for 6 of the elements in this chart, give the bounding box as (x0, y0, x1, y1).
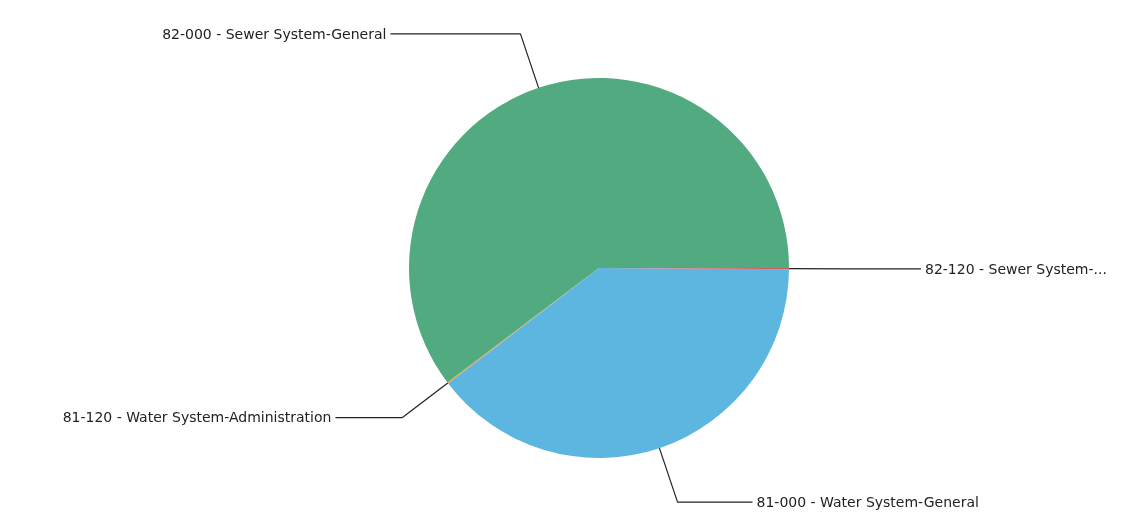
slice-label: 81-000 - Water System-General (756, 494, 979, 511)
slice-label: 82-120 - Sewer System-... (925, 260, 1107, 277)
pie-slice (448, 268, 789, 458)
slice-label: 82-000 - Sewer System-General (162, 25, 387, 42)
pie-slice (409, 78, 789, 383)
slice-label: 81-120 - Water System-Administration (62, 409, 332, 426)
